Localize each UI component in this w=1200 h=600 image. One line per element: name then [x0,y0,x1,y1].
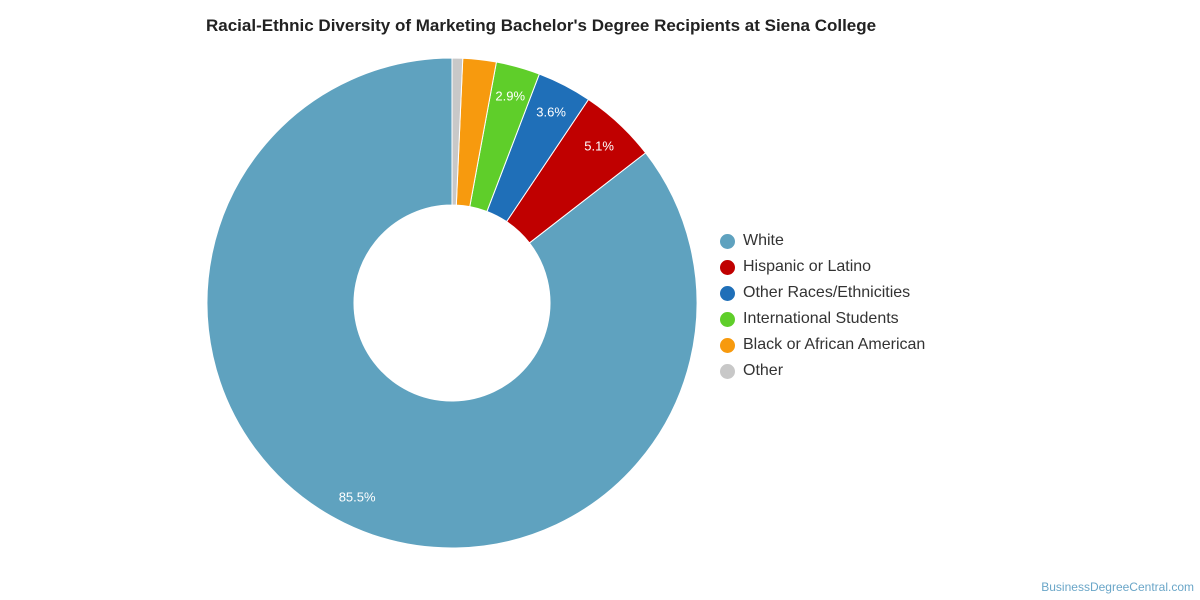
legend-marker-icon [720,233,735,249]
legend: White Hispanic or Latino Other Races/Ethni… [720,228,925,384]
slice-value-label: 5.1% [584,138,614,153]
legend-marker-icon [720,337,735,353]
legend-label: Black or African American [743,336,926,353]
legend-label: White [743,232,784,249]
slice-value-label: 3.6% [536,105,566,120]
legend-marker-icon [720,311,735,327]
slice-value-label: 2.9% [495,88,525,103]
slice-other [451,57,464,206]
legend-label: International Students [743,310,899,327]
legend-item: Black or African American [720,332,925,358]
chart-title: Racial-Ethnic Diversity of Marketing Bac… [206,16,877,35]
legend-item: White [720,228,925,254]
legend-item: Other [720,358,925,384]
slice-white [206,57,698,549]
legend-label: Hispanic or Latino [743,258,872,275]
legend-marker-icon [720,259,735,275]
legend-marker-icon [720,363,735,379]
legend-item: Other Races/Ethnicities [720,280,925,306]
legend-item: International Students [720,306,925,332]
source-credit: BusinessDegreeCentral.com [1041,580,1194,594]
legend-item: Hispanic or Latino [720,254,925,280]
legend-label: Other Races/Ethnicities [743,284,911,301]
legend-label: Other [743,362,784,379]
legend-marker-icon [720,285,735,301]
slice-value-label: 85.5% [339,490,376,505]
